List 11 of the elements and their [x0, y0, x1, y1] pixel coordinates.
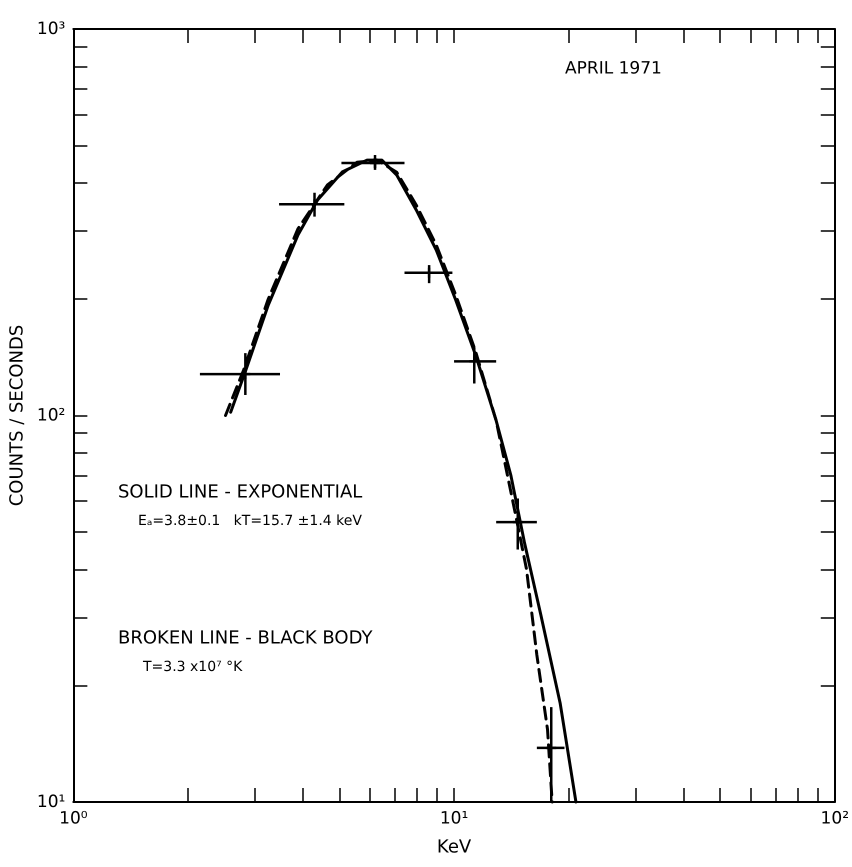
y-tick-label: 10³ — [36, 19, 66, 39]
annotation: Eₐ=3.8±0.1 kT=15.7 ±1.4 keV — [138, 513, 362, 529]
x-tick-label: 10¹ — [440, 808, 468, 828]
x-axis-title: KeV — [436, 836, 472, 858]
annotation: SOLID LINE - EXPONENTIAL — [118, 482, 362, 502]
y-tick-label: 10² — [36, 406, 66, 426]
annotation: T=3.3 x10⁷ °K — [142, 659, 244, 675]
y-axis-title: COUNTS / SECONDS — [6, 324, 28, 506]
x-tick-label: 10² — [820, 808, 850, 828]
annotation: BROKEN LINE - BLACK BODY — [118, 628, 374, 648]
annotation: APRIL 1971 — [565, 58, 662, 78]
